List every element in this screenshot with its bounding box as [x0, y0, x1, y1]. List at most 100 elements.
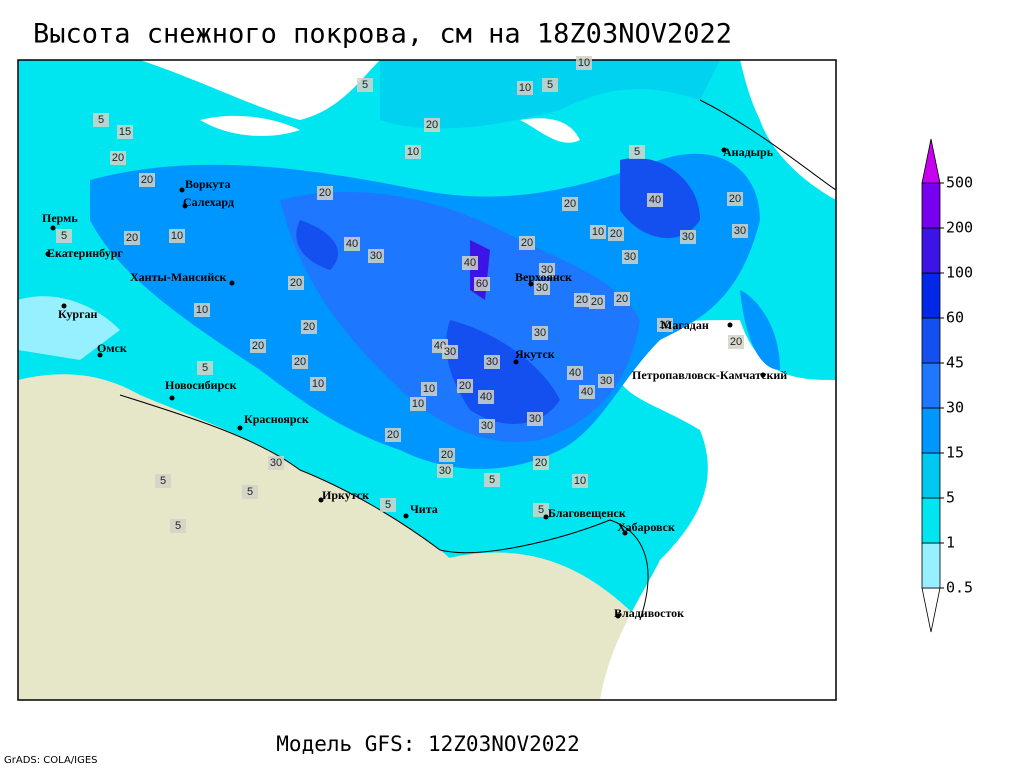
contour-label-box: [647, 193, 663, 207]
map-frame: [17, 59, 837, 701]
city-label: Ханты-Мансийск: [130, 270, 227, 284]
contour-label: 10: [578, 57, 590, 69]
contour-label: 10: [407, 146, 419, 158]
contour-label: 20: [521, 237, 533, 249]
contour-label: 60: [476, 278, 488, 290]
contour-label: 30: [624, 251, 636, 263]
contour-label-box: [680, 230, 696, 244]
city-label: Якутск: [515, 347, 555, 361]
contour-label: 20: [576, 294, 588, 306]
colorbar-tick-label: 15: [946, 444, 964, 462]
colorbar-tick-label: 500: [946, 174, 973, 192]
city-dot: [543, 514, 549, 520]
contour-label: 5: [61, 230, 67, 242]
contour-label: 30: [444, 346, 456, 358]
contour-label: 30: [536, 282, 548, 294]
contour-label: 20: [564, 198, 576, 210]
contour-label-box: [622, 250, 638, 264]
contour-label-box: [589, 295, 605, 309]
contour-label-box: [288, 276, 304, 290]
contour-label: 10: [592, 226, 604, 238]
contour-label-box: [479, 419, 495, 433]
contour-label-box: [442, 345, 458, 359]
contour-label-box: [484, 355, 500, 369]
contour-label-box: [421, 382, 437, 396]
contour-label-box: [139, 173, 155, 187]
contour-label-box: [484, 473, 500, 487]
contour-label-box: [242, 485, 258, 499]
contour-label: 20: [319, 187, 331, 199]
contour-label-box: [527, 412, 543, 426]
contour-label: 10: [171, 230, 183, 242]
contour-label: 30: [270, 457, 282, 469]
contour-label-box: [562, 197, 578, 211]
city-label: Омск: [97, 341, 127, 355]
contour-label: 40: [649, 194, 661, 206]
city-dot: [45, 251, 51, 257]
colorbar-segment: [921, 362, 941, 409]
city-dot: [169, 395, 175, 401]
city-dot: [528, 281, 534, 287]
contour-label: 30: [734, 225, 746, 237]
contour-label: 30: [682, 231, 694, 243]
contour-label-box: [517, 81, 533, 95]
city-dot: [229, 280, 235, 286]
contour-label: 30: [529, 413, 541, 425]
contour-label-box: [657, 318, 673, 332]
city-label: Благовещенск: [548, 506, 626, 520]
contour-label: 20: [610, 228, 622, 240]
colorbar-segment: [921, 227, 941, 274]
contour-label-box: [194, 303, 210, 317]
contour-label: 20: [459, 380, 471, 392]
contour-label-box: [567, 366, 583, 380]
colorbar-tick-label: 45: [946, 354, 964, 372]
contour-label-box: [368, 249, 384, 263]
contour-label: 5: [175, 520, 181, 532]
model-label: Модель GFS: 12Z03NOV2022: [276, 732, 579, 756]
contour-label-box: [574, 293, 590, 307]
colorbar-segment: [921, 587, 941, 633]
contour-label: 5: [385, 499, 391, 511]
city-dot: [760, 372, 766, 378]
contour-label-box: [170, 519, 186, 533]
city-label: Анадырь: [723, 145, 774, 159]
contour-label: 20: [591, 296, 603, 308]
colorbar-tick-label: 5: [946, 489, 955, 507]
contour-label-box: [439, 448, 455, 462]
contour-label: 20: [126, 232, 138, 244]
city-dot: [403, 513, 409, 519]
city-label: Чита: [410, 502, 438, 516]
contour-label-box: [457, 379, 473, 393]
contour-label-box: [629, 145, 645, 159]
contour-label-box: [572, 474, 588, 488]
title: Высота снежного покрова, см на 18Z03NOV2…: [33, 19, 732, 50]
contour-label: 20: [294, 356, 306, 368]
contour-label: 5: [202, 362, 208, 374]
contour-label-box: [533, 456, 549, 470]
contour-label: 20: [141, 174, 153, 186]
contour-label-box: [197, 361, 213, 375]
contour-label: 10: [412, 398, 424, 410]
contour-label-box: [533, 503, 549, 517]
contour-label: 30: [541, 264, 553, 276]
city-dot: [179, 187, 185, 193]
contour-label: 20: [730, 336, 742, 348]
contour-label: 20: [535, 457, 547, 469]
contour-label-box: [576, 56, 592, 70]
contour-label-box: [317, 186, 333, 200]
contour-label: 10: [312, 378, 324, 390]
city-label: Салехард: [183, 195, 234, 209]
contour-label-box: [385, 428, 401, 442]
contour-label: 20: [290, 277, 302, 289]
contour-label: 20: [426, 119, 438, 131]
contour-label: 10: [423, 383, 435, 395]
contour-label: 20: [387, 429, 399, 441]
city-label: Хабаровск: [617, 520, 675, 534]
contour-label-box: [598, 374, 614, 388]
colorbar-tick-label: 30: [946, 399, 964, 417]
colorbar-segment: [921, 272, 941, 319]
city-label: Магадан: [661, 318, 709, 332]
colorbar-segment: [921, 138, 941, 184]
city-label: Владивосток: [614, 606, 684, 620]
